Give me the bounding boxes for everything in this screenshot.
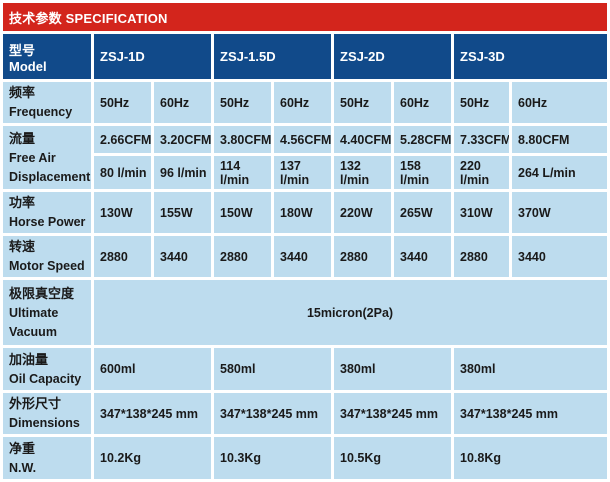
- flow-lmin-cell: 80 l/min: [94, 156, 151, 189]
- speed-cell: 2880: [334, 236, 391, 277]
- flow-label-en1: Free Air: [9, 150, 56, 165]
- power-label-en: Horse Power: [9, 215, 86, 229]
- frequency-label-en: Frequency: [9, 105, 73, 119]
- oil-cell: 580ml: [214, 348, 331, 390]
- power-cell: 180W: [274, 192, 331, 233]
- flow-cfm-cell: 4.40CFM: [334, 126, 391, 153]
- flow-cfm-cell: 7.33CFM: [454, 126, 509, 153]
- flow-cfm-cell: 3.80CFM: [214, 126, 271, 153]
- frequency-cell: 60Hz: [512, 82, 608, 123]
- dimensions-cell: 347*138*245 mm: [94, 393, 211, 434]
- speed-cell: 3440: [394, 236, 451, 277]
- model-cell: ZSJ-3D: [454, 34, 608, 79]
- flow-cfm-cell: 4.56CFM: [274, 126, 331, 153]
- frequency-label-zh: 频率: [9, 85, 36, 100]
- power-cell: 370W: [512, 192, 608, 233]
- flow-label-zh: 流量: [9, 130, 36, 146]
- weight-label-zh: 净重: [9, 440, 36, 456]
- frequency-cell: 60Hz: [394, 82, 451, 123]
- speed-cell: 3440: [154, 236, 211, 277]
- power-cell: 220W: [334, 192, 391, 233]
- model-cell: ZSJ-2D: [334, 34, 451, 79]
- flow-lmin-cell: 137 l/min: [274, 156, 331, 189]
- flow-lmin-cell: 264 L/min: [512, 156, 608, 189]
- speed-label-zh: 转速: [9, 239, 36, 254]
- dimensions-cell: 347*138*245 mm: [454, 393, 608, 434]
- flow-cfm-cell: 8.80CFM: [512, 126, 608, 153]
- flow-lmin-cell: 158 l/min: [394, 156, 451, 189]
- row-label-vacuum: 极限真空度 Ultimate Vacuum: [3, 280, 91, 345]
- dimensions-cell: 347*138*245 mm: [214, 393, 331, 434]
- vacuum-label-en2: Vacuum: [9, 324, 57, 339]
- vacuum-label-en1: Ultimate: [9, 305, 59, 320]
- speed-cell: 2880: [214, 236, 271, 277]
- row-label-weight: 净重 N.W.: [3, 437, 91, 479]
- vacuum-label-zh: 极限真空度: [9, 285, 75, 301]
- power-cell: 150W: [214, 192, 271, 233]
- frequency-cell: 50Hz: [214, 82, 271, 123]
- weight-cell: 10.2Kg: [94, 437, 211, 479]
- oil-label-en: Oil Capacity: [9, 371, 82, 386]
- flow-cfm-cell: 3.20CFM: [154, 126, 211, 153]
- row-label-speed: 转速 Motor Speed: [3, 236, 91, 277]
- power-label-zh: 功率: [9, 195, 36, 210]
- flow-lmin-cell: 132 l/min: [334, 156, 391, 189]
- power-cell: 310W: [454, 192, 509, 233]
- model-label-en: Model: [9, 58, 47, 74]
- section-title: 技术参数 SPECIFICATION: [9, 10, 168, 26]
- speed-cell: 3440: [512, 236, 608, 277]
- flow-lmin-cell: 114 l/min: [214, 156, 271, 189]
- frequency-cell: 60Hz: [154, 82, 211, 123]
- power-cell: 265W: [394, 192, 451, 233]
- row-label-oil: 加油量 Oil Capacity: [3, 348, 91, 390]
- row-label-dimensions: 外形尺寸 Dimensions: [3, 393, 91, 434]
- oil-cell: 600ml: [94, 348, 211, 390]
- row-label-power: 功率 Horse Power: [3, 192, 91, 233]
- weight-cell: 10.3Kg: [214, 437, 331, 479]
- power-cell: 130W: [94, 192, 151, 233]
- weight-label-en: N.W.: [9, 460, 37, 475]
- vacuum-value-cell: 15micron(2Pa): [94, 280, 608, 345]
- flow-label-en2: Displacement: [9, 169, 91, 184]
- model-label-zh: 型号: [9, 42, 36, 58]
- weight-cell: 10.5Kg: [334, 437, 451, 479]
- frequency-cell: 50Hz: [334, 82, 391, 123]
- frequency-cell: 50Hz: [454, 82, 509, 123]
- row-label-displacement: 流量 Free Air Displacement: [3, 126, 91, 189]
- flow-cfm-cell: 5.28CFM: [394, 126, 451, 153]
- flow-lmin-cell: 96 l/min: [154, 156, 211, 189]
- speed-cell: 2880: [94, 236, 151, 277]
- flow-lmin-cell: 220 l/min: [454, 156, 509, 189]
- section-header: 技术参数 SPECIFICATION: [3, 3, 608, 31]
- oil-label-zh: 加油量: [9, 351, 49, 367]
- model-cell: ZSJ-1.5D: [214, 34, 331, 79]
- flow-cfm-cell: 2.66CFM: [94, 126, 151, 153]
- oil-cell: 380ml: [454, 348, 608, 390]
- dimensions-label-zh: 外形尺寸: [9, 396, 62, 411]
- speed-label-en: Motor Speed: [9, 259, 85, 273]
- row-label-frequency: 频率 Frequency: [3, 82, 91, 123]
- weight-cell: 10.8Kg: [454, 437, 608, 479]
- speed-cell: 3440: [274, 236, 331, 277]
- row-label-model: 型号 Model: [3, 34, 91, 79]
- power-cell: 155W: [154, 192, 211, 233]
- dimensions-cell: 347*138*245 mm: [334, 393, 451, 434]
- model-cell: ZSJ-1D: [94, 34, 211, 79]
- dimensions-label-en: Dimensions: [9, 416, 80, 430]
- oil-cell: 380ml: [334, 348, 451, 390]
- speed-cell: 2880: [454, 236, 509, 277]
- frequency-cell: 60Hz: [274, 82, 331, 123]
- frequency-cell: 50Hz: [94, 82, 151, 123]
